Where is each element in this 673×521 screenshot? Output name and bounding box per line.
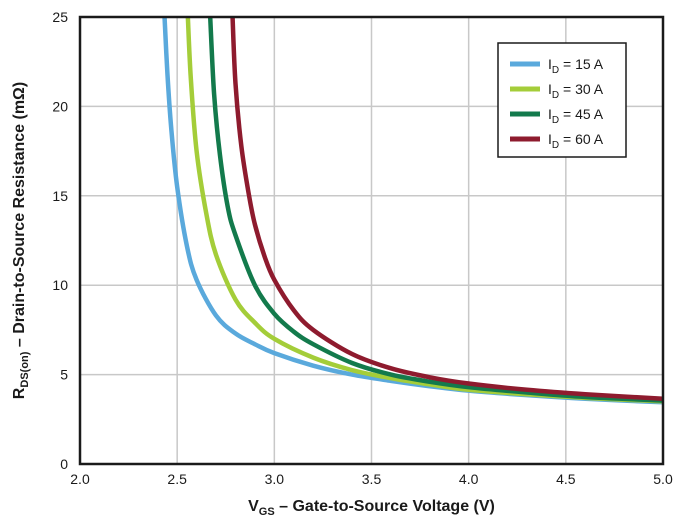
legend-label-2: ID = 30 A bbox=[548, 81, 604, 101]
legend-items: ID = 15 A ID = 30 A ID = 45 A ID = 60 A bbox=[510, 56, 604, 151]
legend-label-1: ID = 15 A bbox=[548, 56, 604, 76]
series-lines bbox=[162, 16, 664, 405]
y-tick-label-5: 25 bbox=[52, 9, 68, 25]
y-tick-label-0: 0 bbox=[60, 456, 68, 472]
series-line-3 bbox=[207, 16, 664, 403]
x-tick-label-3: 3.5 bbox=[362, 471, 382, 487]
y-tick-labels: 0 5 10 15 20 25 bbox=[52, 9, 68, 472]
legend: ID = 15 A ID = 30 A ID = 45 A ID = 60 A bbox=[497, 42, 627, 158]
x-tick-label-5: 4.5 bbox=[556, 471, 576, 487]
y-axis-title: RDS(on) – Drain-to-Source Resistance (mΩ… bbox=[11, 82, 31, 399]
legend-label-4: ID = 60 A bbox=[548, 131, 604, 151]
y-tick-label-1: 5 bbox=[60, 367, 68, 383]
y-tick-label-2: 10 bbox=[52, 277, 68, 293]
y-tick-label-4: 20 bbox=[52, 98, 68, 114]
x-tick-label-4: 4.0 bbox=[459, 471, 479, 487]
x-tick-label-0: 2.0 bbox=[70, 471, 90, 487]
plot-frame bbox=[78, 15, 665, 466]
x-tick-label-2: 3.0 bbox=[265, 471, 285, 487]
x-axis-title: VGS – Gate-to-Source Voltage (V) bbox=[248, 498, 495, 518]
series-line-4 bbox=[230, 16, 664, 401]
y-tick-label-3: 15 bbox=[52, 188, 68, 204]
x-tick-label-1: 2.5 bbox=[167, 471, 187, 487]
x-tick-labels: 2.0 2.5 3.0 3.5 4.0 4.5 5.0 bbox=[70, 471, 673, 487]
x-tick-label-6: 5.0 bbox=[653, 471, 673, 487]
legend-label-3: ID = 45 A bbox=[548, 106, 604, 126]
